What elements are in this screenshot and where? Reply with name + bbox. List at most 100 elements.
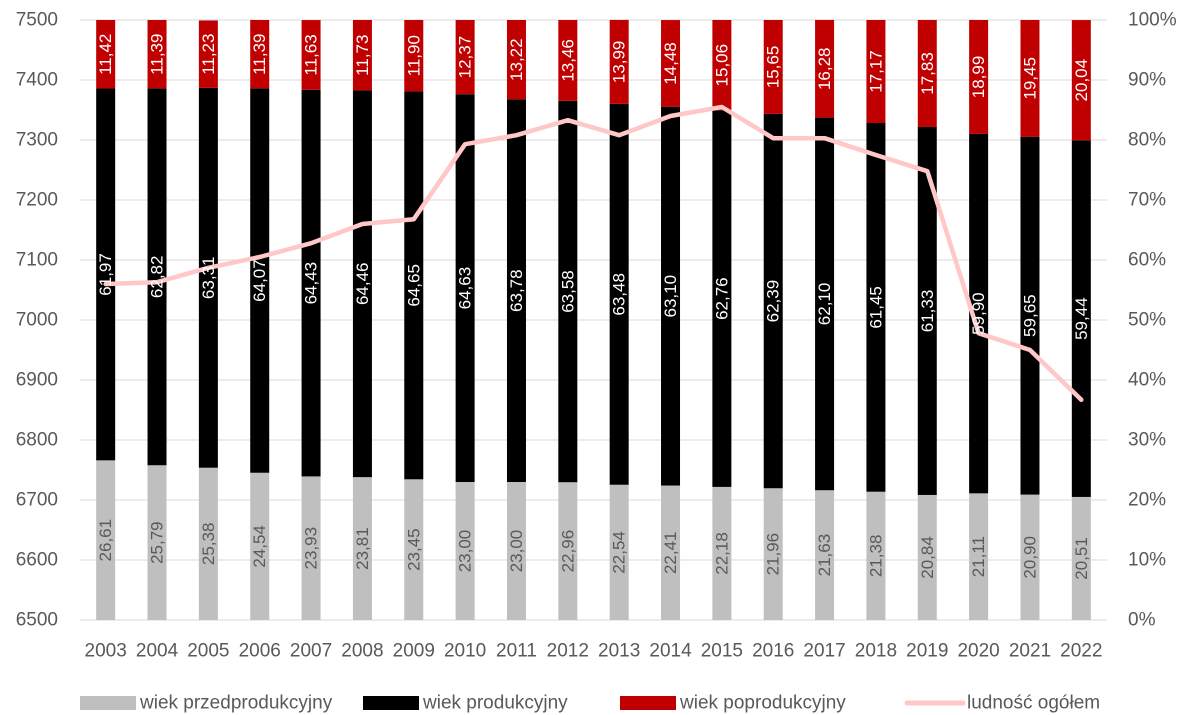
data-label: 59,65 — [1020, 294, 1039, 337]
bar-series — [96, 19, 1091, 620]
data-label: 12,37 — [456, 36, 475, 79]
left-tick-label: 7200 — [16, 190, 58, 211]
data-label: 14,48 — [661, 42, 680, 85]
bar-segment — [558, 482, 578, 620]
data-label: 17,17 — [866, 50, 885, 93]
left-tick-label: 7100 — [16, 250, 58, 271]
data-label: 23,00 — [456, 530, 475, 573]
bar-segment — [1071, 20, 1091, 141]
left-tick-label: 7300 — [16, 130, 58, 151]
right-tick-label: 100% — [1128, 10, 1177, 31]
data-label: 23,81 — [353, 527, 372, 570]
x-tick-label: 2007 — [290, 641, 332, 662]
bar-segment — [506, 20, 526, 100]
bar-segment — [866, 123, 886, 492]
bar-segment — [250, 20, 270, 89]
x-tick-label: 2015 — [701, 641, 743, 662]
x-tick-label: 2005 — [187, 641, 229, 662]
right-tick-label: 40% — [1128, 370, 1166, 391]
bar-segment — [506, 99, 526, 482]
bar-segment — [198, 87, 218, 468]
bar-segment — [969, 20, 989, 134]
data-label: 11,42 — [96, 34, 115, 75]
legend-label: ludność ogółem — [967, 693, 1100, 714]
x-tick-label: 2013 — [598, 641, 640, 662]
bar-segment — [147, 465, 167, 620]
data-label: 63,78 — [507, 269, 526, 312]
data-label: 62,76 — [712, 277, 731, 320]
bar-segment — [609, 19, 629, 104]
data-label: 18,99 — [969, 56, 988, 99]
bar-segment — [352, 90, 372, 478]
bar-segment — [558, 20, 578, 101]
bar-segment — [404, 91, 424, 480]
legend-swatch — [620, 696, 676, 710]
data-label: 25,38 — [199, 523, 218, 566]
left-tick-label: 6500 — [16, 610, 58, 631]
x-tick-label: 2018 — [855, 641, 897, 662]
bar-segment — [815, 19, 835, 118]
bar-segment — [198, 467, 218, 620]
data-label: 64,43 — [302, 262, 321, 305]
x-tick-label: 2012 — [547, 641, 589, 662]
right-tick-label: 30% — [1128, 430, 1166, 451]
x-tick-label: 2004 — [136, 641, 179, 662]
bar-segment — [609, 103, 629, 485]
bar-segment — [250, 472, 270, 620]
legend: wiek przedprodukcyjny wiek produkcyjny wie… — [80, 693, 1100, 714]
bar-segment — [763, 113, 783, 489]
data-label: 15,06 — [712, 44, 731, 87]
data-label: 23,93 — [302, 527, 321, 570]
data-label: 20,84 — [918, 536, 937, 579]
left-tick-label: 7500 — [16, 10, 58, 31]
x-tick-label: 2010 — [444, 641, 486, 662]
data-label: 11,90 — [404, 35, 423, 76]
bar-segment — [866, 491, 886, 620]
data-label: 13,22 — [507, 38, 526, 81]
bar-segment — [301, 89, 321, 477]
left-tick-label: 6900 — [16, 370, 58, 391]
data-label: 21,11 — [969, 536, 988, 577]
line-series — [103, 104, 1084, 403]
data-label: 62,82 — [148, 256, 167, 299]
data-label: 59,44 — [1072, 297, 1091, 340]
x-tick-label: 2003 — [85, 641, 127, 662]
data-label: 21,63 — [815, 534, 834, 577]
bar-segment — [712, 110, 732, 487]
bar-segment — [661, 20, 681, 107]
bar-segment — [455, 20, 475, 95]
data-label: 22,41 — [661, 531, 680, 574]
data-label: 26,61 — [96, 519, 115, 562]
left-tick-label: 6700 — [16, 490, 58, 511]
x-tick-label: 2006 — [239, 641, 281, 662]
x-tick-label: 2022 — [1060, 641, 1102, 662]
data-label: 62,10 — [815, 283, 834, 326]
bar-segment — [1020, 136, 1040, 495]
bar-segment — [301, 20, 321, 90]
x-tick-label: 2011 — [496, 641, 537, 662]
data-label: 16,28 — [815, 48, 834, 91]
bar-segment — [301, 476, 321, 620]
x-axis-ticks: 2003 2004 2005 2006 2007 2008 2009 2010 2011 2012… — [85, 641, 1103, 662]
data-label: 22,96 — [558, 530, 577, 573]
data-label: 11,63 — [302, 34, 321, 75]
left-axis-ticks: 6500 6600 6700 6800 6900 7000 7100 7200 7300 7400… — [16, 10, 58, 631]
left-tick-label: 7000 — [16, 310, 58, 331]
legend-swatch — [80, 696, 136, 710]
data-label: 24,54 — [250, 525, 269, 568]
data-label: 23,45 — [404, 528, 423, 571]
data-label: 23,00 — [507, 530, 526, 573]
bar-segment — [198, 20, 218, 88]
data-label: 25,79 — [148, 521, 167, 564]
bar-segment — [558, 100, 578, 483]
data-label: 63,10 — [661, 275, 680, 318]
bar-segment — [917, 494, 937, 620]
legend-swatch — [363, 696, 419, 710]
data-label: 61,33 — [918, 290, 937, 333]
bar-segment — [404, 20, 424, 92]
data-label: 61,45 — [866, 286, 885, 329]
bar-segment — [96, 460, 116, 620]
data-label: 11,39 — [250, 34, 269, 75]
data-label: 20,04 — [1072, 59, 1091, 102]
x-tick-label: 2017 — [803, 641, 845, 662]
